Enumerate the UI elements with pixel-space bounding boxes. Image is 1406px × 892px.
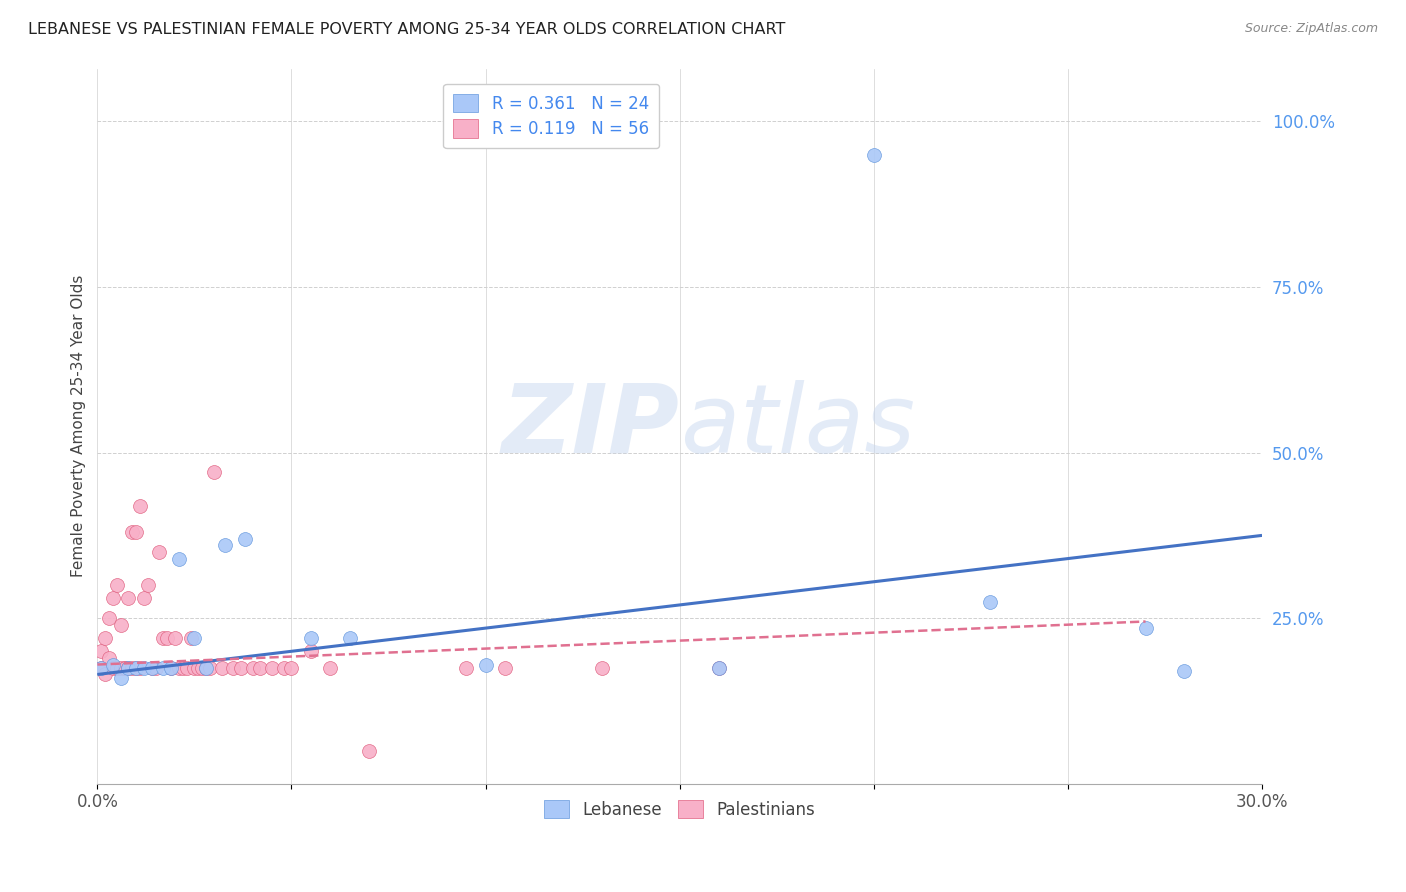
Point <box>129 661 152 675</box>
Point <box>167 661 190 675</box>
Point <box>176 661 198 675</box>
Point <box>156 631 179 645</box>
Point <box>101 657 124 672</box>
Point <box>1173 664 1195 678</box>
Point <box>94 667 117 681</box>
Point <box>145 661 167 675</box>
Point <box>101 591 124 606</box>
Point <box>474 657 496 672</box>
Text: LEBANESE VS PALESTINIAN FEMALE POVERTY AMONG 25-34 YEAR OLDS CORRELATION CHART: LEBANESE VS PALESTINIAN FEMALE POVERTY A… <box>28 22 786 37</box>
Point <box>229 661 252 675</box>
Point <box>114 661 136 675</box>
Point <box>214 538 236 552</box>
Point <box>183 631 205 645</box>
Point <box>132 661 155 675</box>
Point <box>191 661 214 675</box>
Point <box>160 661 183 675</box>
Point <box>211 661 233 675</box>
Point <box>339 631 361 645</box>
Text: Source: ZipAtlas.com: Source: ZipAtlas.com <box>1244 22 1378 36</box>
Point <box>862 147 884 161</box>
Point <box>90 644 112 658</box>
Point <box>202 466 225 480</box>
Point <box>299 631 322 645</box>
Point <box>90 661 112 675</box>
Point <box>94 631 117 645</box>
Point <box>121 661 143 675</box>
Point <box>105 578 128 592</box>
Y-axis label: Female Poverty Among 25-34 Year Olds: Female Poverty Among 25-34 Year Olds <box>72 275 86 577</box>
Point <box>299 644 322 658</box>
Point <box>187 661 209 675</box>
Point <box>148 545 170 559</box>
Point <box>141 661 163 675</box>
Point <box>90 661 112 675</box>
Point <box>141 661 163 675</box>
Point <box>117 661 139 675</box>
Point <box>132 591 155 606</box>
Point <box>125 661 148 675</box>
Point <box>172 661 194 675</box>
Point <box>707 661 730 675</box>
Point <box>105 661 128 675</box>
Point <box>319 661 342 675</box>
Text: atlas: atlas <box>679 380 915 473</box>
Point <box>591 661 613 675</box>
Point <box>117 591 139 606</box>
Point <box>273 661 295 675</box>
Point <box>198 661 221 675</box>
Point <box>110 617 132 632</box>
Point <box>979 594 1001 608</box>
Point <box>163 631 186 645</box>
Text: ZIP: ZIP <box>502 380 679 473</box>
Point <box>494 661 516 675</box>
Point <box>114 661 136 675</box>
Point <box>121 525 143 540</box>
Point <box>242 661 264 675</box>
Legend: Lebanese, Palestinians: Lebanese, Palestinians <box>537 794 823 825</box>
Point <box>125 661 148 675</box>
Point <box>125 525 148 540</box>
Point <box>180 631 202 645</box>
Point <box>359 744 381 758</box>
Point <box>280 661 302 675</box>
Point <box>98 651 121 665</box>
Point <box>195 661 218 675</box>
Point <box>1135 621 1157 635</box>
Point <box>167 551 190 566</box>
Point <box>98 611 121 625</box>
Point <box>260 661 283 675</box>
Point <box>152 631 174 645</box>
Point <box>233 532 256 546</box>
Point <box>117 661 139 675</box>
Point <box>101 661 124 675</box>
Point <box>136 578 159 592</box>
Point <box>129 499 152 513</box>
Point <box>222 661 245 675</box>
Point <box>110 671 132 685</box>
Point <box>183 661 205 675</box>
Point <box>195 661 218 675</box>
Point <box>160 661 183 675</box>
Point <box>110 661 132 675</box>
Point <box>249 661 271 675</box>
Point <box>707 661 730 675</box>
Point <box>152 661 174 675</box>
Point <box>456 661 478 675</box>
